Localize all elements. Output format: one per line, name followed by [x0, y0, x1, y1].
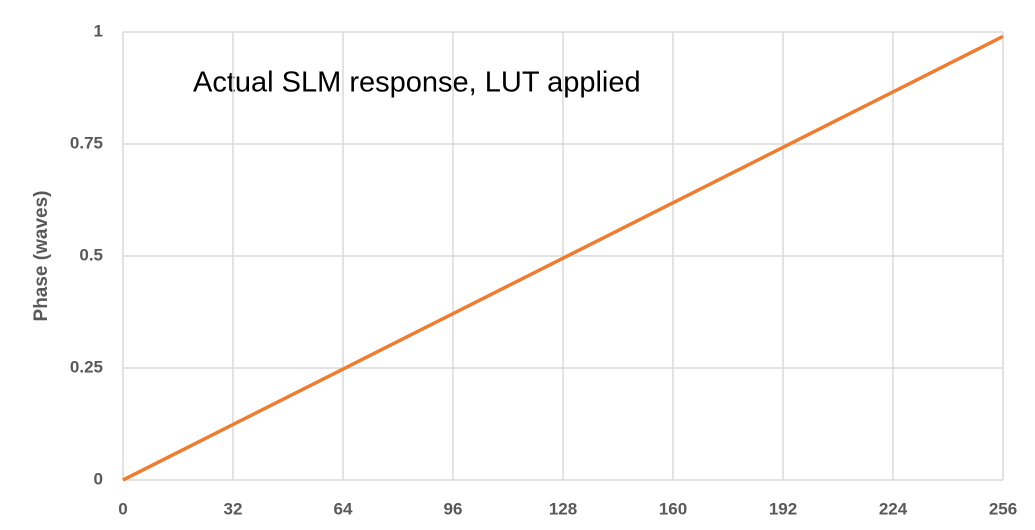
chart-title: Actual SLM response, LUT applied [193, 67, 641, 99]
y-tick-label: 0.5 [79, 245, 103, 264]
y-tick-label: 1 [94, 21, 103, 40]
x-tick-label: 192 [769, 499, 797, 518]
x-tick-label: 224 [879, 499, 908, 518]
y-axis-label: Phase (waves) [31, 191, 52, 322]
x-tick-label: 0 [118, 499, 127, 518]
y-tick-label: 0.25 [70, 357, 103, 376]
x-tick-label: 64 [334, 499, 353, 518]
x-tick-label: 160 [659, 499, 687, 518]
x-tick-label: 96 [444, 499, 463, 518]
x-tick-label: 256 [989, 499, 1017, 518]
y-tick-label: 0 [94, 469, 103, 488]
y-tick-label: 0.75 [70, 133, 103, 152]
data-line [122, 34, 1004, 482]
x-tick-label: 128 [549, 499, 577, 518]
x-tick-label: 32 [224, 499, 243, 518]
